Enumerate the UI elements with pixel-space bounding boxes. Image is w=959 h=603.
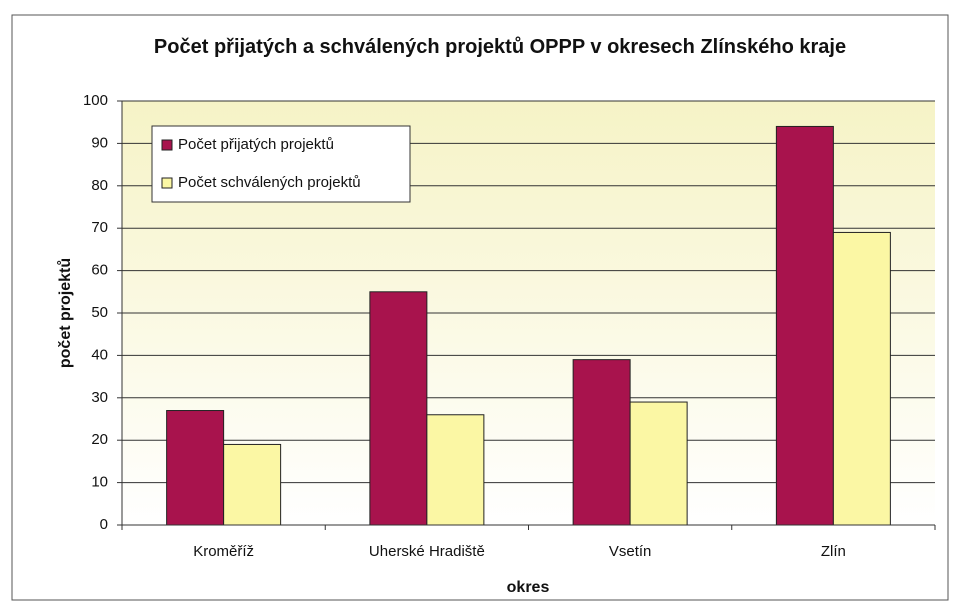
legend-label: Počet schválených projektů — [178, 174, 361, 191]
y-tick-label: 100 — [83, 92, 108, 109]
bar — [166, 410, 225, 526]
x-axis-label: okres — [507, 579, 550, 596]
chart-border — [11, 14, 949, 601]
y-tick-label: 80 — [91, 177, 108, 194]
y-tick-label: 40 — [91, 346, 108, 363]
x-tick-label: Kroměříž — [193, 543, 254, 560]
y-tick-label: 50 — [91, 304, 108, 321]
bar — [832, 231, 891, 526]
legend-label: Počet přijatých projektů — [178, 136, 334, 153]
y-tick-label: 70 — [91, 219, 108, 236]
chart-title: Počet přijatých a schválených projektů O… — [153, 36, 847, 58]
bar — [775, 125, 834, 526]
bar — [223, 443, 282, 526]
y-tick-label: 60 — [91, 262, 108, 279]
bar — [369, 291, 428, 526]
legend-swatch — [161, 139, 173, 151]
bar — [426, 414, 485, 526]
bar — [572, 359, 631, 526]
legend-box — [151, 125, 411, 203]
x-tick-label: Zlín — [821, 543, 846, 560]
y-tick-label: 30 — [91, 389, 108, 406]
y-axis-label: počet projektů — [57, 258, 74, 368]
x-tick-label: Vsetín — [609, 543, 652, 560]
y-tick-label: 90 — [91, 134, 108, 151]
y-tick-label: 0 — [100, 516, 108, 533]
y-tick-label: 20 — [91, 431, 108, 448]
bar — [629, 401, 688, 526]
y-tick-label: 10 — [91, 474, 108, 491]
x-tick-label: Uherské Hradiště — [369, 543, 485, 560]
legend-swatch — [161, 177, 173, 189]
